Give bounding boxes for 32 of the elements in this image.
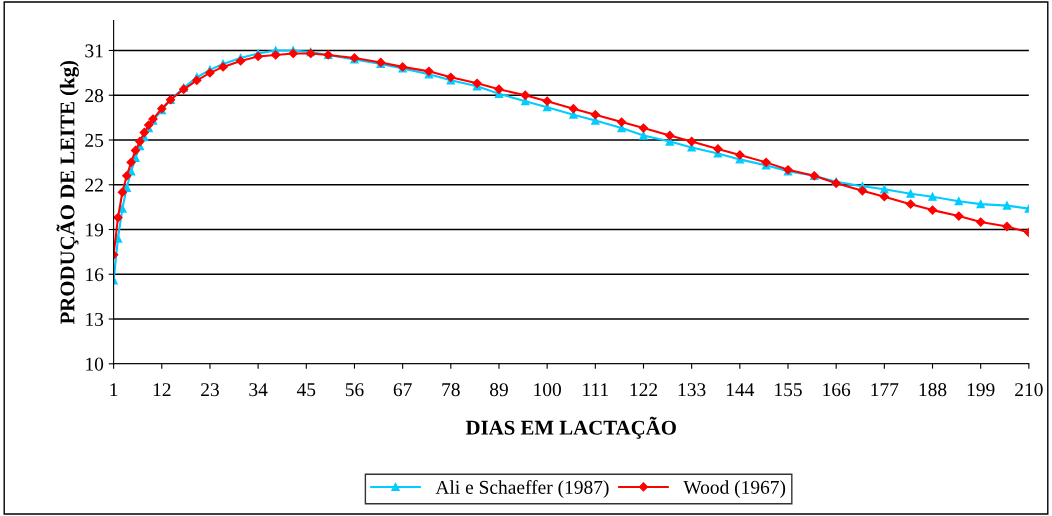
y-tick-label: 16 [86, 268, 104, 282]
x-tick-label: 45 [296, 383, 316, 397]
x-tick-label: 89 [490, 383, 508, 397]
x-tick-label: 78 [442, 383, 460, 397]
x-tick-label: 144 [726, 383, 755, 397]
x-tick-label: 166 [823, 383, 851, 397]
legend-label: Ali e Schaeffer (1987) [435, 480, 609, 498]
legend-label: Wood (1967) [683, 480, 786, 498]
x-tick-label: 12 [153, 383, 171, 397]
y-tick-label: 13 [86, 312, 104, 326]
x-tick-label: 67 [393, 383, 412, 397]
x-tick-label: 56 [345, 383, 364, 397]
y-tick-label: 28 [85, 89, 104, 103]
x-tick-label: 210 [1015, 383, 1043, 397]
x-tick-label: 23 [201, 383, 219, 397]
x-tick-label: 34 [249, 383, 268, 397]
x-tick-label: 100 [534, 383, 561, 397]
x-tick-label: 1 [110, 383, 118, 397]
x-tick-label: 133 [678, 383, 706, 397]
y-tick-label: 22 [85, 178, 103, 192]
y-tick-label: 31 [85, 44, 103, 58]
x-tick-label: 111 [583, 383, 609, 397]
x-tick-label: 188 [919, 383, 947, 397]
y-tick-label: 10 [86, 357, 104, 371]
x-tick-label: 122 [630, 383, 657, 397]
x-tick-label: 199 [967, 383, 995, 397]
x-tick-label: 155 [775, 383, 802, 397]
y-axis-title: PRODUÇÃO DE LEITE (kg) [56, 60, 79, 325]
x-tick-label: 177 [871, 383, 899, 397]
x-axis-title: DIAS EM LACTAÇÃO [465, 416, 676, 439]
y-tick-label: 25 [85, 133, 104, 147]
y-tick-label: 19 [86, 223, 104, 237]
